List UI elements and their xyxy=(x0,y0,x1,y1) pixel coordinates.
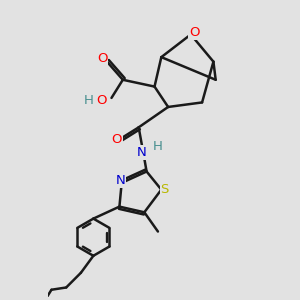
Text: N: N xyxy=(137,146,147,159)
Text: N: N xyxy=(116,174,125,187)
Text: H: H xyxy=(153,140,163,153)
Text: S: S xyxy=(160,183,169,196)
Text: O: O xyxy=(96,94,106,107)
Text: O: O xyxy=(97,52,108,65)
Text: H: H xyxy=(84,94,94,107)
Text: O: O xyxy=(189,26,200,39)
Text: O: O xyxy=(111,133,122,146)
